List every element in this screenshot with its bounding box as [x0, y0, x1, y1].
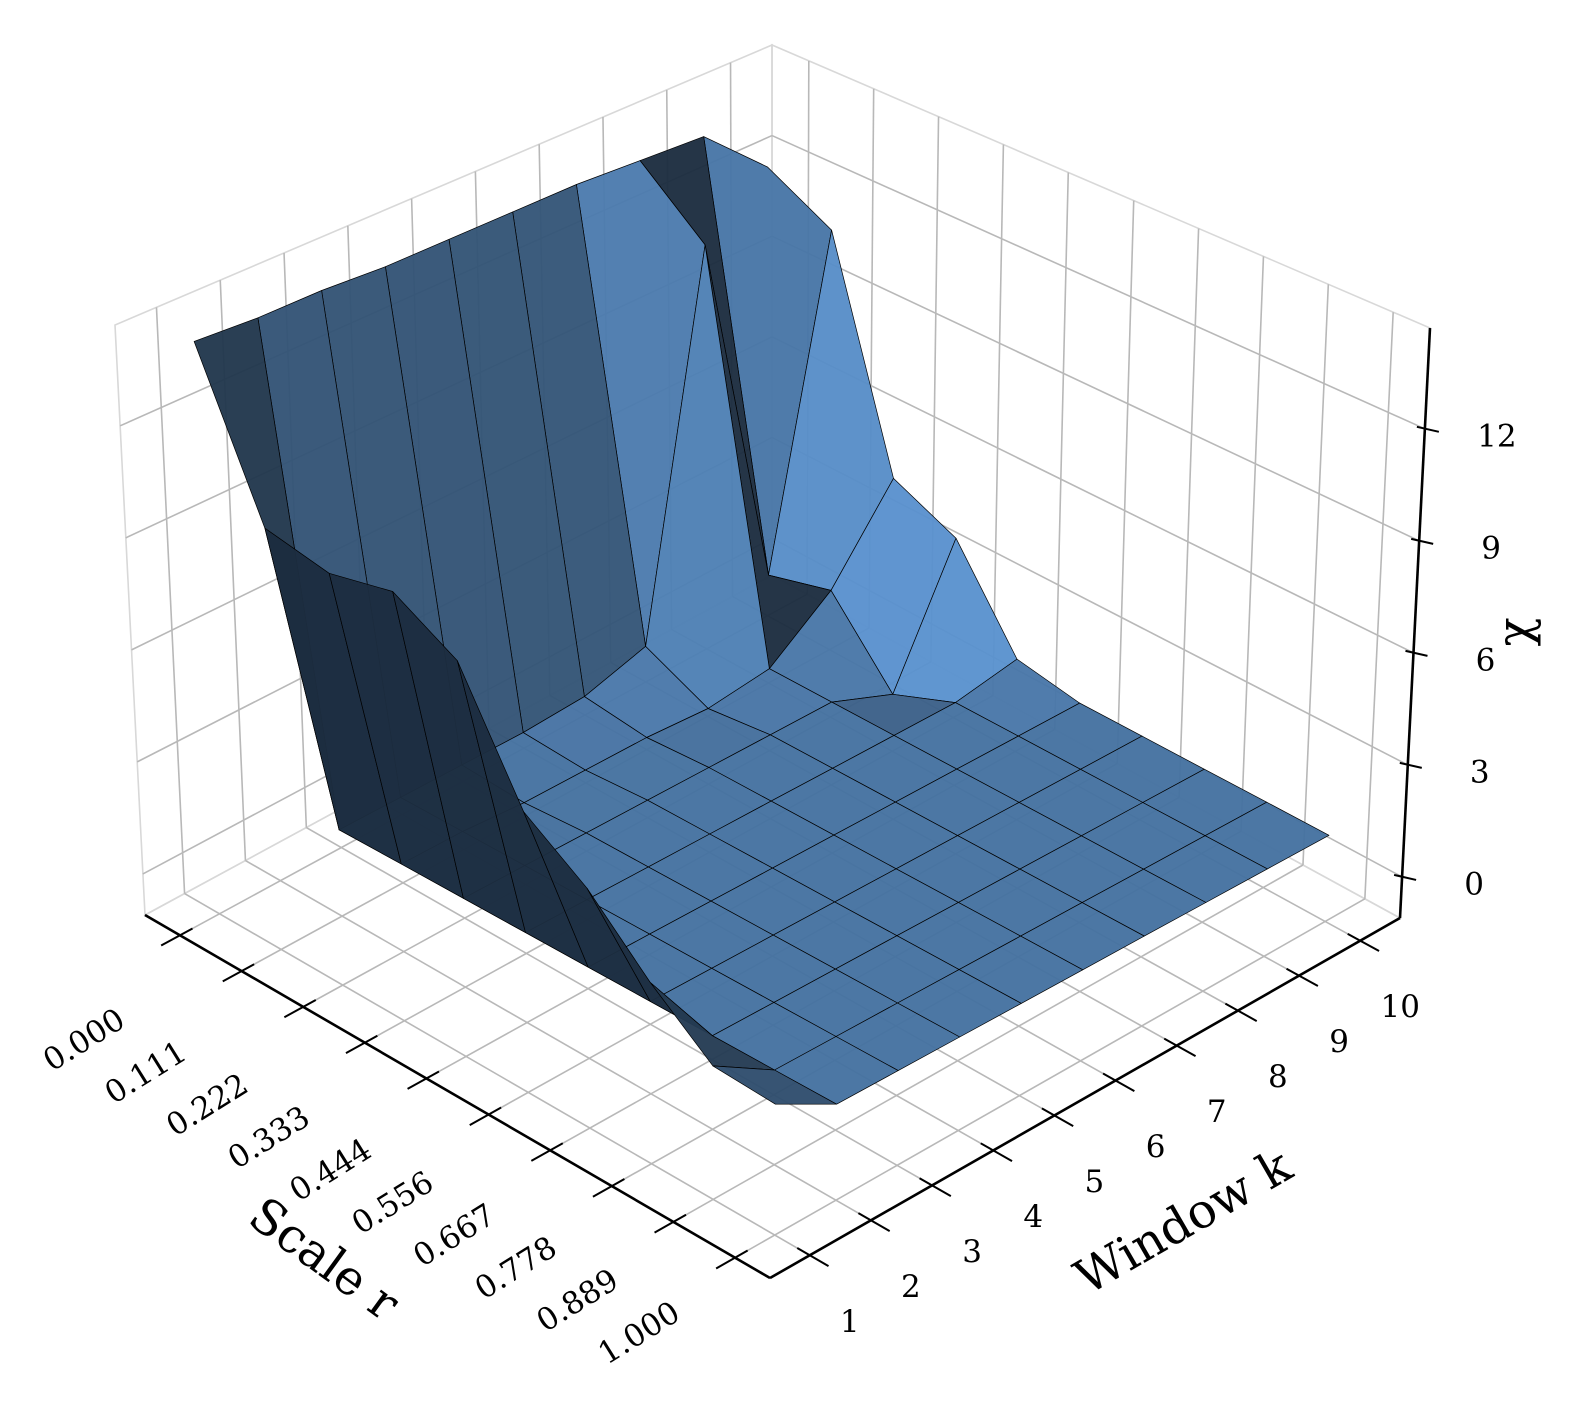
grid-line	[1053, 172, 1070, 730]
y-tick-label: 5	[1085, 1164, 1105, 1200]
surface-face	[712, 1065, 837, 1105]
y-tick-label: 8	[1268, 1059, 1288, 1095]
x-axis	[144, 913, 771, 1280]
grid-line	[1240, 256, 1265, 832]
x-tick	[222, 963, 255, 983]
grid-line	[771, 235, 1420, 542]
y-tick	[919, 1177, 952, 1197]
z-tick	[1405, 649, 1428, 657]
grid-line	[245, 859, 872, 1222]
x-tick-label: 0.667	[407, 1197, 501, 1275]
z-axis	[1398, 327, 1432, 919]
z-tick	[1416, 425, 1440, 433]
surface	[193, 136, 1330, 1105]
x-tick	[654, 1213, 687, 1234]
y-tick	[1224, 1002, 1258, 1022]
y-tick-label: 10	[1381, 989, 1420, 1025]
z-axis-label: χ	[1487, 617, 1543, 646]
z-tick	[1393, 873, 1417, 881]
x-tick	[530, 1142, 564, 1162]
x-tick-label: 0.000	[37, 1001, 131, 1079]
z-tick-label: 3	[1470, 754, 1490, 790]
grid-line	[1302, 284, 1330, 866]
y-tick	[1102, 1072, 1135, 1092]
grid-line	[673, 864, 1304, 1223]
x-tick	[592, 1178, 625, 1198]
grid-line	[771, 134, 1426, 430]
grid-line	[305, 826, 933, 1187]
y-tick-label: 7	[1207, 1094, 1227, 1130]
grid-line	[1364, 312, 1394, 899]
y-tick	[1041, 1107, 1074, 1127]
x-tick	[345, 1034, 378, 1054]
y-tick-label: 9	[1329, 1024, 1349, 1060]
z-tick	[1399, 761, 1423, 769]
y-tick	[1163, 1037, 1197, 1057]
z-tick-label: 12	[1477, 418, 1516, 454]
grid-line	[992, 144, 1005, 696]
grid-line	[771, 336, 1414, 654]
y-tick	[796, 1247, 830, 1267]
x-tick	[283, 999, 317, 1019]
grid-line	[1178, 228, 1200, 798]
y-tick-label: 2	[901, 1269, 921, 1305]
grid-line	[155, 307, 186, 894]
y-tick	[1347, 932, 1380, 952]
grid-line	[1116, 200, 1135, 764]
y-tick-label: 4	[1023, 1199, 1043, 1235]
x-tick	[160, 927, 193, 947]
x-tick-label: 0.222	[160, 1066, 254, 1144]
y-tick-label: 6	[1146, 1129, 1166, 1165]
y-axis	[769, 916, 1401, 1280]
x-tick-label: 0.111	[99, 1034, 193, 1112]
x-tick	[407, 1070, 440, 1090]
x-tick	[715, 1249, 749, 1270]
z-tick	[1410, 537, 1434, 545]
x-tick	[469, 1106, 502, 1126]
x-tick-label: 0.333	[222, 1099, 316, 1177]
y-tick-label: 1	[840, 1304, 860, 1340]
x-tick-label: 1.000	[592, 1294, 686, 1372]
x-tick-label: 0.889	[530, 1262, 624, 1340]
z-tick-label: 6	[1476, 642, 1496, 678]
y-tick	[980, 1142, 1013, 1162]
grid-line	[184, 892, 811, 1256]
z-tick-label: 9	[1481, 530, 1501, 566]
y-tick	[1286, 967, 1319, 987]
y-axis-label: Window k	[1065, 1137, 1301, 1306]
y-tick-label: 3	[962, 1234, 982, 1270]
z-tick-label: 0	[1464, 866, 1484, 902]
x-tick-label: 0.556	[346, 1164, 440, 1242]
x-tick-label: 0.444	[283, 1132, 377, 1210]
grid-line	[734, 898, 1366, 1259]
y-tick	[857, 1212, 891, 1232]
x-tick-label: 0.778	[469, 1229, 563, 1307]
